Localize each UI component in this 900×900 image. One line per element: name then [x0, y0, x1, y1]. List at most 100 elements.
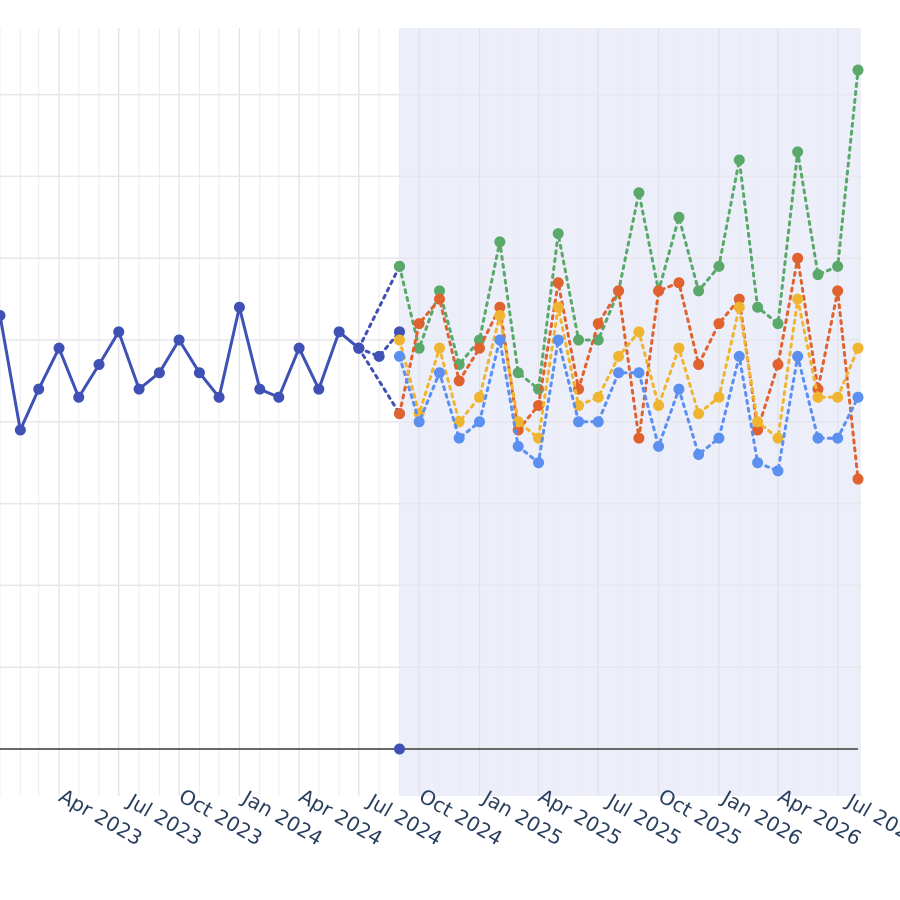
data-point [494, 334, 506, 346]
data-point [752, 457, 764, 469]
data-point [494, 309, 506, 321]
data-point [792, 293, 804, 305]
data-point [573, 416, 585, 428]
data-point [792, 146, 804, 158]
data-point [393, 326, 405, 338]
data-point [673, 342, 685, 354]
data-point [433, 285, 445, 297]
data-point [313, 383, 325, 395]
data-point [792, 252, 804, 264]
data-point [393, 260, 405, 272]
data-point [512, 367, 524, 379]
data-point [573, 334, 585, 346]
data-point [333, 326, 345, 338]
data-point [353, 342, 365, 354]
series-9 [393, 334, 864, 477]
data-point [693, 449, 705, 461]
data-point [633, 432, 645, 444]
data-point [653, 399, 665, 411]
data-point [552, 301, 564, 313]
gridlines [0, 28, 861, 796]
data-point [613, 350, 625, 362]
data-point [852, 391, 864, 403]
data-point [453, 375, 465, 387]
data-point [733, 301, 745, 313]
data-point [832, 391, 844, 403]
data-point [533, 457, 545, 469]
series-7 [393, 252, 864, 485]
data-point [373, 350, 385, 362]
data-point [173, 334, 185, 346]
data-point [233, 301, 245, 313]
data-point [653, 285, 665, 297]
series-line [357, 264, 401, 350]
data-point [812, 391, 824, 403]
data-point [633, 187, 645, 199]
data-point [14, 424, 26, 436]
data-point [552, 334, 564, 346]
data-point [812, 432, 824, 444]
data-point [254, 383, 266, 395]
data-point [293, 342, 305, 354]
data-point [393, 408, 405, 420]
data-point [733, 350, 745, 362]
data-point [494, 236, 506, 248]
data-point [713, 391, 725, 403]
data-point [512, 440, 524, 452]
data-point [673, 211, 685, 223]
data-point [533, 399, 545, 411]
data-point [474, 416, 486, 428]
data-point [53, 342, 65, 354]
data-point [752, 416, 764, 428]
series-line [398, 256, 860, 481]
data-point [552, 277, 564, 289]
data-point [474, 334, 486, 346]
data-point [633, 367, 645, 379]
data-point [93, 359, 105, 371]
data-point [633, 326, 645, 338]
data-point [772, 318, 784, 330]
series-line [357, 330, 401, 358]
data-point [113, 326, 125, 338]
series-layer [0, 64, 864, 755]
data-point [733, 293, 745, 305]
data-point [73, 391, 85, 403]
data-point [592, 416, 604, 428]
data-point [273, 391, 285, 403]
series-5 [393, 743, 405, 755]
data-point [592, 318, 604, 330]
data-point [852, 342, 864, 354]
data-point [413, 342, 425, 354]
data-point [474, 391, 486, 403]
data-point [792, 350, 804, 362]
data-point [752, 301, 764, 313]
data-point [772, 359, 784, 371]
data-point [413, 318, 425, 330]
data-point [153, 367, 165, 379]
data-point [713, 318, 725, 330]
data-point [713, 260, 725, 272]
data-point [433, 293, 445, 305]
forecast-shade [399, 28, 861, 796]
data-point [673, 383, 685, 395]
data-point [413, 416, 425, 428]
data-point [852, 473, 864, 485]
data-point [752, 424, 764, 436]
data-point [673, 277, 685, 289]
data-point [453, 432, 465, 444]
data-point [832, 285, 844, 297]
data-point [693, 408, 705, 420]
data-point [393, 743, 405, 755]
data-point [592, 391, 604, 403]
series-line [357, 346, 401, 416]
data-point [433, 342, 445, 354]
forecast-region [399, 28, 861, 796]
data-point [693, 285, 705, 297]
data-point [0, 309, 6, 321]
data-point [832, 432, 844, 444]
data-point [852, 64, 864, 76]
data-point [393, 350, 405, 362]
data-point [193, 367, 205, 379]
